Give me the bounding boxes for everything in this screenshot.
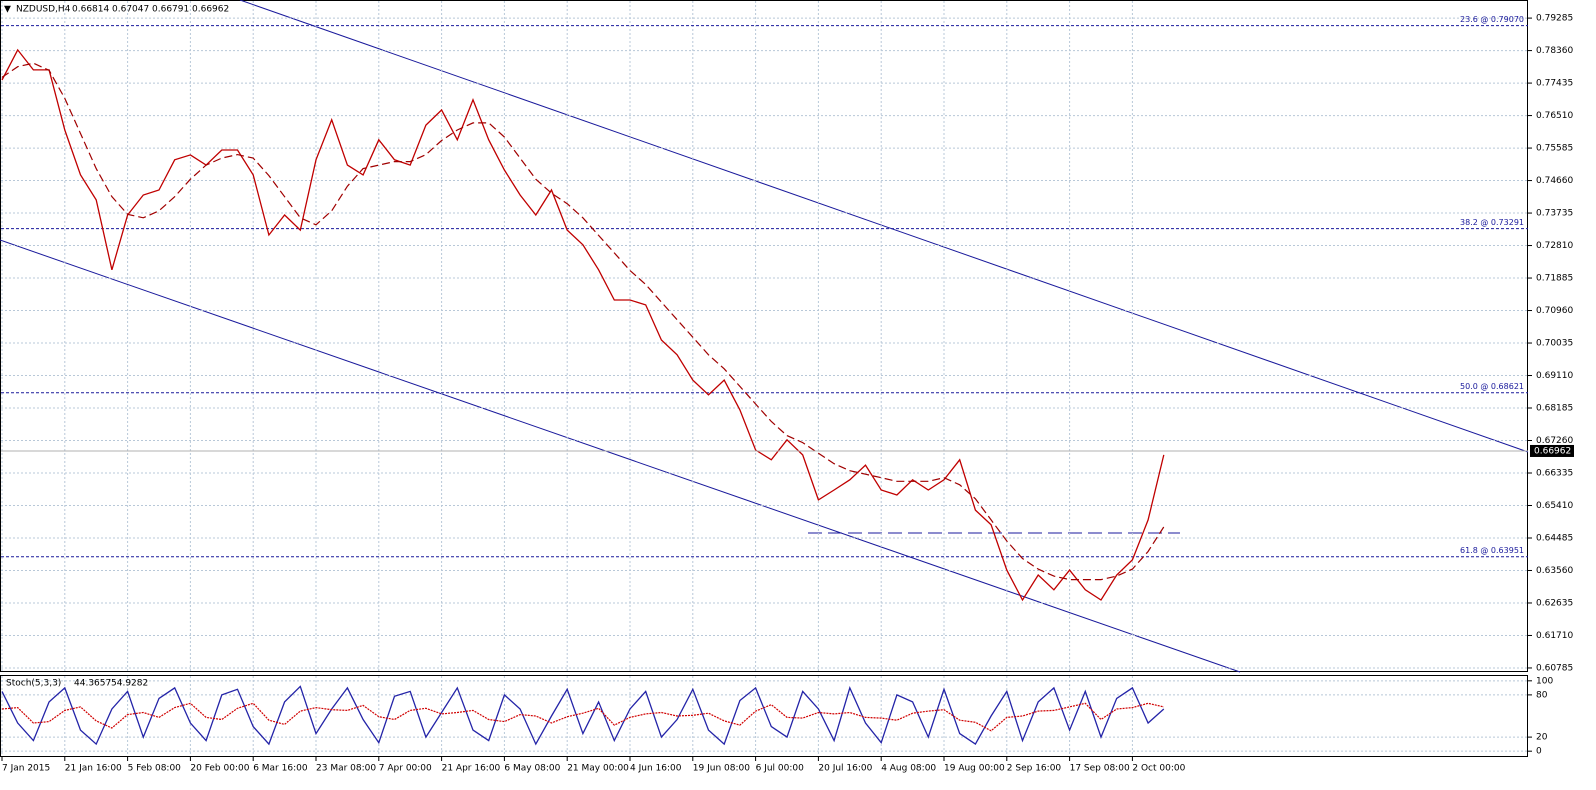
x-tick-label: 4 Jun 16:00 [630, 764, 682, 774]
y-tick-label: 0 [1536, 747, 1542, 757]
fib-label: 50.0 @ 0.68621 [1460, 382, 1524, 391]
x-tick-label: 2 Sep 16:00 [1007, 764, 1062, 774]
last-price-box [1530, 444, 1574, 457]
x-tick-label: 5 Feb 08:00 [128, 764, 182, 774]
fib-label: 61.8 @ 0.63951 [1460, 546, 1524, 555]
y-tick-label: 0.69110 [1536, 371, 1573, 381]
stoch-title: Stoch(5,3,3) [6, 679, 61, 689]
y-tick-label: 0.66335 [1536, 468, 1573, 478]
ohlc-value: 0.66814 [72, 5, 109, 15]
y-tick-label: 0.65410 [1536, 501, 1573, 511]
x-tick-label: 21 Jan 16:00 [65, 764, 122, 774]
y-tick-label: 0.64485 [1536, 533, 1573, 543]
header-arrow: ▼ [4, 5, 11, 15]
x-tick-label: 23 Mar 08:00 [316, 764, 376, 774]
series-line [1, 62, 1165, 581]
y-tick-label: 0.77435 [1536, 79, 1573, 89]
y-tick-label: 0.70960 [1536, 306, 1573, 316]
x-tick-label: 2 Oct 00:00 [1132, 764, 1185, 774]
x-tick-label: 21 May 00:00 [567, 764, 629, 774]
stoch-frame [0, 675, 1528, 757]
y-tick-label: 0.78360 [1536, 46, 1573, 56]
symbol: NZDUSD,H4 [16, 5, 71, 15]
last-price-label: 0.66962 [1534, 446, 1571, 456]
channel-upper [239, 0, 1529, 453]
x-tick-label: 7 Apr 00:00 [379, 764, 432, 774]
y-tick-label: 0.68185 [1536, 404, 1573, 414]
y-tick-label: 0.74660 [1536, 176, 1573, 186]
y-tick-label: 0.60785 [1536, 663, 1573, 673]
y-tick-label: 80 [1536, 690, 1548, 700]
y-tick-label: 0.71885 [1536, 274, 1573, 284]
y-tick-label: 0.76510 [1536, 111, 1573, 121]
x-tick-label: 7 Jan 2015 [2, 764, 50, 774]
channel-lower [0, 239, 1241, 673]
y-tick-label: 0.73735 [1536, 209, 1573, 219]
y-tick-label: 0.79285 [1536, 14, 1573, 24]
x-tick-label: 6 Jul 00:00 [756, 764, 805, 774]
x-tick-label: 20 Feb 00:00 [190, 764, 249, 774]
fib-label: 38.2 @ 0.73291 [1460, 218, 1524, 227]
series-line [1, 702, 1164, 732]
x-tick-label: 21 Apr 16:00 [442, 764, 501, 774]
y-tick-label: 0.61710 [1536, 631, 1573, 641]
ohlc-value: 0.67047 [112, 5, 149, 15]
x-tick-label: 4 Aug 08:00 [881, 764, 936, 774]
x-tick-label: 17 Sep 08:00 [1070, 764, 1130, 774]
fib-label: 23.6 @ 0.79070 [1460, 15, 1524, 24]
stoch-current: 44.3657 [74, 679, 111, 689]
y-tick-label: 0.62635 [1536, 598, 1573, 608]
x-tick-label: 19 Jun 08:00 [693, 764, 750, 774]
series-line [1, 685, 1165, 746]
x-tick-label: 19 Aug 00:00 [944, 764, 1005, 774]
ohlc-value: 0.66791 [152, 5, 189, 15]
stoch-current: 54.9282 [111, 679, 148, 689]
y-tick-label: 0.72810 [1536, 241, 1573, 251]
x-tick-label: 20 Jul 16:00 [818, 764, 872, 774]
y-tick-label: 100 [1536, 676, 1553, 686]
ohlc-value: 0.66962 [192, 5, 229, 15]
y-tick-label: 20 [1536, 733, 1548, 743]
x-tick-label: 6 May 08:00 [504, 764, 560, 774]
y-tick-label: 0.70035 [1536, 339, 1573, 349]
main-frame [0, 0, 1528, 672]
y-tick-label: 0.67260 [1536, 436, 1573, 446]
y-tick-label: 0.75585 [1536, 144, 1573, 154]
y-tick-label: 0.63560 [1536, 566, 1573, 576]
x-tick-label: 6 Mar 16:00 [253, 764, 308, 774]
